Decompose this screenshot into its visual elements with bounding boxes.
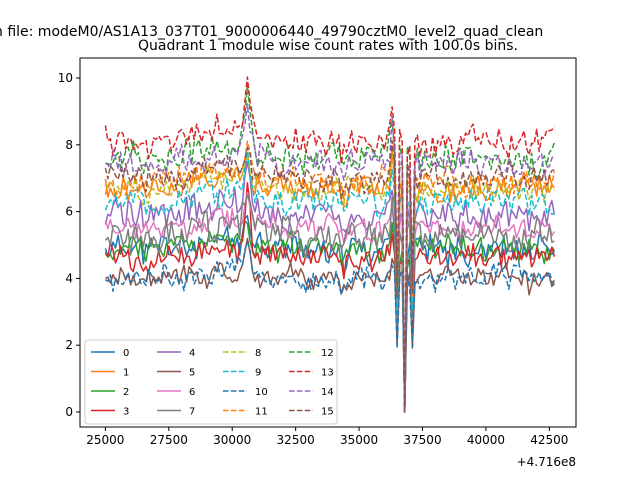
series-line-9 (104, 145, 555, 413)
legend-label-0: 0 (123, 348, 129, 359)
series-line-7 (104, 194, 555, 413)
legend-label-8: 8 (255, 348, 261, 359)
y-tick-label: 10 (58, 71, 73, 85)
legend-label-4: 4 (189, 348, 195, 359)
series-line-15 (104, 140, 555, 413)
x-tick-label: 27500 (150, 433, 188, 447)
y-tick-label: 4 (65, 271, 73, 285)
legend-label-2: 2 (123, 387, 129, 398)
x-tick-label: 35000 (340, 433, 378, 447)
figure-suptitle: n file: modeM0/AS1A13_037T01_9000006440_… (0, 24, 543, 40)
y-tick-label: 0 (65, 405, 73, 419)
y-tick-label: 6 (65, 205, 73, 219)
x-axis: 25000 27500 30000 32500 35000 37500 40000 42500 (86, 427, 568, 447)
legend-label-15: 15 (321, 407, 334, 418)
series-line-4 (104, 161, 556, 413)
series-line-13 (104, 76, 556, 413)
legend-label-10: 10 (255, 387, 268, 398)
legend-label-5: 5 (189, 368, 195, 379)
legend-label-11: 11 (255, 407, 268, 418)
y-tick-label: 8 (65, 138, 73, 152)
legend-label-7: 7 (189, 407, 195, 418)
y-axis: 0 2 4 6 8 10 (58, 71, 80, 419)
x-tick-label: 25000 (86, 433, 124, 447)
x-tick-label: 37500 (403, 433, 441, 447)
legend-label-9: 9 (255, 368, 261, 379)
legend-label-3: 3 (123, 407, 129, 418)
x-tick-label: 40000 (467, 433, 505, 447)
legend-label-12: 12 (321, 348, 334, 359)
legend-label-6: 6 (189, 387, 195, 398)
y-tick-label: 2 (65, 338, 73, 352)
series-line-5 (105, 237, 556, 413)
plot-frame (79, 57, 577, 428)
x-tick-label: 42500 (530, 433, 568, 447)
legend-label-13: 13 (321, 368, 334, 379)
series-line-12 (105, 84, 556, 413)
legend-box (84, 339, 338, 425)
series-line-3 (104, 182, 556, 413)
legend-label-14: 14 (321, 387, 334, 398)
series-line-14 (104, 103, 555, 413)
series-layer (104, 76, 556, 413)
series-line-10 (104, 241, 556, 413)
legend-label-1: 1 (123, 368, 129, 379)
x-tick-label: 32500 (277, 433, 315, 447)
chart-title: Quadrant 1 module wise count rates with … (138, 38, 518, 54)
x-axis-offset-label: +4.716e8 (517, 455, 576, 469)
x-tick-label: 30000 (213, 433, 251, 447)
series-line-8 (104, 151, 555, 413)
